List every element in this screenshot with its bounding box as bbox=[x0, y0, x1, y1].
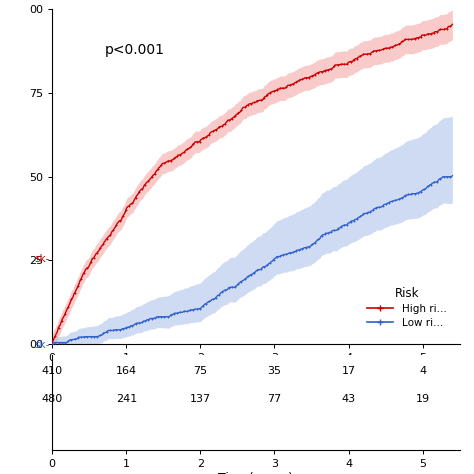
Legend: High ri..., Low ri...: High ri..., Low ri... bbox=[363, 283, 450, 332]
Text: 43: 43 bbox=[342, 394, 356, 404]
Text: p<0.001: p<0.001 bbox=[105, 43, 165, 57]
Text: 241: 241 bbox=[116, 394, 137, 404]
Text: 35: 35 bbox=[267, 365, 282, 376]
Text: 17: 17 bbox=[342, 365, 356, 376]
X-axis label: Time(years): Time(years) bbox=[219, 472, 293, 474]
Text: 480: 480 bbox=[42, 394, 63, 404]
Text: 77: 77 bbox=[267, 394, 282, 404]
Text: sk-: sk- bbox=[35, 340, 50, 350]
Text: 19: 19 bbox=[416, 394, 430, 404]
X-axis label: Time(years): Time(years) bbox=[219, 366, 293, 379]
Text: 137: 137 bbox=[190, 394, 211, 404]
Text: 164: 164 bbox=[116, 365, 137, 376]
Text: 75: 75 bbox=[193, 365, 208, 376]
Text: 410: 410 bbox=[42, 365, 63, 376]
Text: 4: 4 bbox=[419, 365, 426, 376]
Text: sk-: sk- bbox=[35, 254, 50, 264]
